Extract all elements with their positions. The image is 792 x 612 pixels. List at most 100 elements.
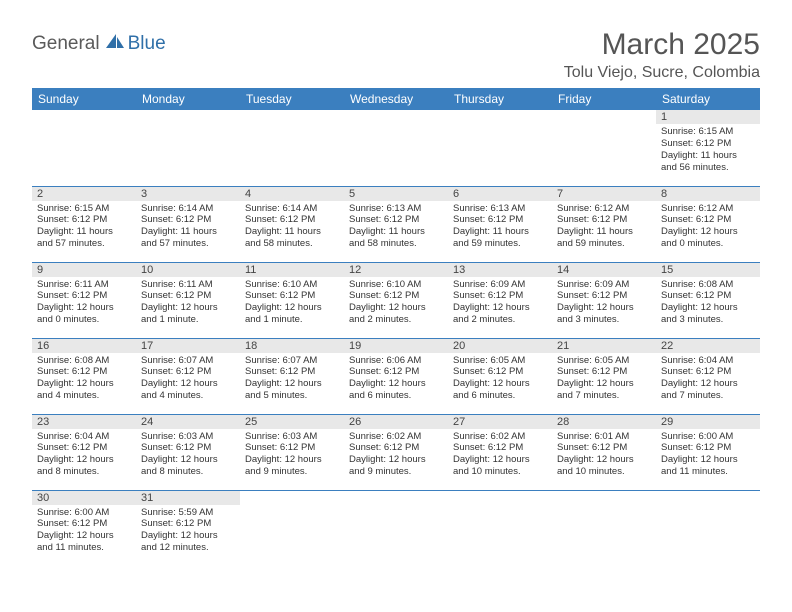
day-number: 16: [32, 339, 136, 353]
day-body: [656, 493, 760, 498]
col-monday: Monday: [136, 88, 240, 110]
day-number: 2: [32, 187, 136, 201]
sunset-text: Sunset: 6:12 PM: [37, 518, 131, 530]
table-row: 2Sunrise: 6:15 AMSunset: 6:12 PMDaylight…: [32, 186, 760, 262]
sunset-text: Sunset: 6:12 PM: [37, 214, 131, 226]
calendar-cell: 14Sunrise: 6:09 AMSunset: 6:12 PMDayligh…: [552, 262, 656, 338]
day-number: 20: [448, 339, 552, 353]
daylight-text: Daylight: 12 hours and 8 minutes.: [141, 454, 235, 478]
day-number: 15: [656, 263, 760, 277]
day-number: 29: [656, 415, 760, 429]
sunrise-text: Sunrise: 6:00 AM: [661, 431, 755, 443]
sunrise-text: Sunrise: 6:03 AM: [245, 431, 339, 443]
sunset-text: Sunset: 6:12 PM: [557, 442, 651, 454]
sunrise-text: Sunrise: 6:00 AM: [37, 507, 131, 519]
day-body: Sunrise: 6:13 AMSunset: 6:12 PMDaylight:…: [344, 201, 448, 254]
calendar-cell: 24Sunrise: 6:03 AMSunset: 6:12 PMDayligh…: [136, 414, 240, 490]
day-body: Sunrise: 6:10 AMSunset: 6:12 PMDaylight:…: [240, 277, 344, 330]
day-body: Sunrise: 6:06 AMSunset: 6:12 PMDaylight:…: [344, 353, 448, 406]
daylight-text: Daylight: 12 hours and 7 minutes.: [661, 378, 755, 402]
day-number: 18: [240, 339, 344, 353]
page-title: March 2025: [564, 28, 760, 62]
calendar-cell: 22Sunrise: 6:04 AMSunset: 6:12 PMDayligh…: [656, 338, 760, 414]
day-number: 19: [344, 339, 448, 353]
sunrise-text: Sunrise: 6:02 AM: [453, 431, 547, 443]
sunset-text: Sunset: 6:12 PM: [141, 442, 235, 454]
day-body: [552, 112, 656, 117]
day-body: [344, 112, 448, 117]
day-body: Sunrise: 6:11 AMSunset: 6:12 PMDaylight:…: [32, 277, 136, 330]
daylight-text: Daylight: 12 hours and 2 minutes.: [349, 302, 443, 326]
sunrise-text: Sunrise: 6:08 AM: [37, 355, 131, 367]
sunrise-text: Sunrise: 6:11 AM: [141, 279, 235, 291]
day-number: 7: [552, 187, 656, 201]
daylight-text: Daylight: 12 hours and 7 minutes.: [557, 378, 651, 402]
day-body: Sunrise: 6:03 AMSunset: 6:12 PMDaylight:…: [136, 429, 240, 482]
day-body: Sunrise: 6:02 AMSunset: 6:12 PMDaylight:…: [344, 429, 448, 482]
daylight-text: Daylight: 11 hours and 58 minutes.: [349, 226, 443, 250]
sunset-text: Sunset: 6:12 PM: [349, 442, 443, 454]
day-number: 23: [32, 415, 136, 429]
day-body: Sunrise: 6:12 AMSunset: 6:12 PMDaylight:…: [656, 201, 760, 254]
calendar-cell: [552, 490, 656, 566]
day-number: 28: [552, 415, 656, 429]
daylight-text: Daylight: 11 hours and 57 minutes.: [141, 226, 235, 250]
sunrise-text: Sunrise: 6:05 AM: [453, 355, 547, 367]
calendar-cell: [344, 490, 448, 566]
day-body: Sunrise: 6:02 AMSunset: 6:12 PMDaylight:…: [448, 429, 552, 482]
sunset-text: Sunset: 6:12 PM: [661, 366, 755, 378]
day-body: Sunrise: 6:00 AMSunset: 6:12 PMDaylight:…: [32, 505, 136, 558]
sail-icon: [104, 32, 126, 55]
daylight-text: Daylight: 12 hours and 8 minutes.: [37, 454, 131, 478]
sunrise-text: Sunrise: 6:14 AM: [245, 203, 339, 215]
day-body: Sunrise: 6:12 AMSunset: 6:12 PMDaylight:…: [552, 201, 656, 254]
calendar-cell: 29Sunrise: 6:00 AMSunset: 6:12 PMDayligh…: [656, 414, 760, 490]
day-body: Sunrise: 6:05 AMSunset: 6:12 PMDaylight:…: [552, 353, 656, 406]
sunset-text: Sunset: 6:12 PM: [453, 290, 547, 302]
sunrise-text: Sunrise: 6:06 AM: [349, 355, 443, 367]
sunset-text: Sunset: 6:12 PM: [557, 290, 651, 302]
sunset-text: Sunset: 6:12 PM: [245, 442, 339, 454]
col-tuesday: Tuesday: [240, 88, 344, 110]
sunrise-text: Sunrise: 6:15 AM: [37, 203, 131, 215]
sunset-text: Sunset: 6:12 PM: [557, 214, 651, 226]
calendar-cell: 2Sunrise: 6:15 AMSunset: 6:12 PMDaylight…: [32, 186, 136, 262]
col-wednesday: Wednesday: [344, 88, 448, 110]
sunrise-text: Sunrise: 6:03 AM: [141, 431, 235, 443]
day-body: Sunrise: 6:15 AMSunset: 6:12 PMDaylight:…: [656, 124, 760, 177]
day-body: Sunrise: 6:04 AMSunset: 6:12 PMDaylight:…: [32, 429, 136, 482]
sunrise-text: Sunrise: 6:10 AM: [245, 279, 339, 291]
sunrise-text: Sunrise: 6:07 AM: [141, 355, 235, 367]
table-row: 9Sunrise: 6:11 AMSunset: 6:12 PMDaylight…: [32, 262, 760, 338]
calendar-cell: 25 Sunrise: 6:03 AMSunset: 6:12 PMDayligh…: [240, 414, 344, 490]
daylight-text: Daylight: 12 hours and 9 minutes.: [245, 454, 339, 478]
sunrise-text: Sunrise: 6:04 AM: [661, 355, 755, 367]
sunset-text: Sunset: 6:12 PM: [141, 366, 235, 378]
day-body: Sunrise: 6:05 AMSunset: 6:12 PMDaylight:…: [448, 353, 552, 406]
day-number: 12: [344, 263, 448, 277]
day-body: Sunrise: 5:59 AMSunset: 6:12 PMDaylight:…: [136, 505, 240, 558]
calendar-cell: [656, 490, 760, 566]
day-number: 25: [240, 415, 344, 429]
calendar-cell: [448, 490, 552, 566]
day-body: Sunrise: 6:08 AMSunset: 6:12 PMDaylight:…: [656, 277, 760, 330]
day-body: [136, 112, 240, 117]
daylight-text: Daylight: 12 hours and 6 minutes.: [349, 378, 443, 402]
calendar-cell: 19Sunrise: 6:06 AMSunset: 6:12 PMDayligh…: [344, 338, 448, 414]
calendar-cell: 11Sunrise: 6:10 AMSunset: 6:12 PMDayligh…: [240, 262, 344, 338]
sunrise-text: Sunrise: 6:15 AM: [661, 126, 755, 138]
header-row: Sunday Monday Tuesday Wednesday Thursday…: [32, 88, 760, 110]
calendar-cell: 31Sunrise: 5:59 AMSunset: 6:12 PMDayligh…: [136, 490, 240, 566]
sunset-text: Sunset: 6:12 PM: [661, 442, 755, 454]
daylight-text: Daylight: 12 hours and 6 minutes.: [453, 378, 547, 402]
daylight-text: Daylight: 12 hours and 11 minutes.: [37, 530, 131, 554]
sunset-text: Sunset: 6:12 PM: [557, 366, 651, 378]
sunrise-text: Sunrise: 5:59 AM: [141, 507, 235, 519]
day-body: Sunrise: 6:04 AMSunset: 6:12 PMDaylight:…: [656, 353, 760, 406]
sunset-text: Sunset: 6:12 PM: [37, 442, 131, 454]
sunrise-text: Sunrise: 6:04 AM: [37, 431, 131, 443]
sunset-text: Sunset: 6:12 PM: [661, 290, 755, 302]
sunset-text: Sunset: 6:12 PM: [37, 290, 131, 302]
day-body: Sunrise: 6:08 AMSunset: 6:12 PMDaylight:…: [32, 353, 136, 406]
daylight-text: Daylight: 12 hours and 0 minutes.: [37, 302, 131, 326]
